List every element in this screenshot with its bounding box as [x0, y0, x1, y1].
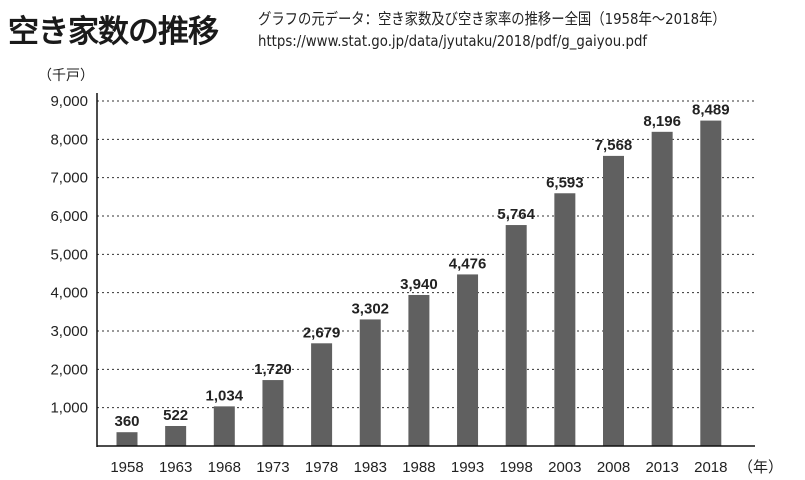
y-tick-label: 5,000 — [50, 246, 88, 263]
y-tick-label: 1,000 — [50, 400, 88, 417]
x-tick-label: 1973 — [256, 459, 289, 476]
data-label: 8,196 — [643, 113, 681, 130]
y-tick-label: 8,000 — [50, 131, 88, 148]
source-description: グラフの元データ：空き家数及び空き家率の推移ー全国（1958年〜2018年） — [258, 10, 726, 28]
bar-1958 — [116, 432, 138, 446]
chart-title: 空き家数の推移 — [8, 14, 219, 50]
bar-1973 — [262, 380, 284, 446]
x-tick-label: 1988 — [402, 459, 435, 476]
x-tick-label: 2013 — [645, 459, 678, 476]
data-label: 3,302 — [351, 300, 389, 317]
bar-1968 — [213, 406, 235, 446]
y-axis-unit-label: （千戸） — [38, 67, 94, 83]
x-tick-label: 1983 — [354, 459, 387, 476]
data-label: 4,476 — [449, 255, 487, 272]
bar-2018 — [700, 120, 722, 447]
data-label: 7,568 — [595, 137, 633, 154]
data-label: 3,940 — [400, 276, 438, 293]
x-tick-label: 1963 — [159, 459, 192, 476]
data-label: 5,764 — [497, 206, 535, 223]
bar-1983 — [359, 319, 381, 446]
y-tick-label: 3,000 — [50, 323, 88, 340]
x-axis-unit-label: （年） — [738, 459, 783, 476]
source-note: グラフの元データ：空き家数及び空き家率の推移ー全国（1958年〜2018年） h… — [258, 8, 726, 52]
bar-1963 — [165, 425, 187, 446]
y-tick-label: 6,000 — [50, 208, 88, 225]
y-tick-label: 7,000 — [50, 170, 88, 187]
y-tick-label: 9,000 — [50, 93, 88, 110]
x-tick-label: 2018 — [694, 459, 727, 476]
bar-2013 — [651, 131, 673, 446]
x-tick-label: 1998 — [500, 459, 533, 476]
source-url[interactable]: https://www.stat.go.jp/data/jyutaku/2018… — [258, 32, 648, 50]
bar-2008 — [603, 155, 624, 447]
x-tick-label: 1993 — [451, 459, 484, 476]
data-label: 522 — [163, 407, 188, 424]
data-label: 6,593 — [546, 174, 584, 191]
data-label: 360 — [114, 413, 139, 430]
x-tick-label: 2008 — [597, 459, 630, 476]
bar-1988 — [408, 294, 430, 446]
bar-1998 — [505, 225, 527, 446]
bar-2003 — [554, 193, 576, 446]
data-label: 8,489 — [692, 102, 730, 119]
data-label: 1,034 — [206, 387, 244, 404]
y-tick-label: 2,000 — [50, 361, 88, 378]
x-tick-label: 1968 — [208, 459, 241, 476]
y-tick-label: 4,000 — [50, 285, 88, 302]
data-label: 2,679 — [303, 324, 341, 341]
bar-1993 — [457, 274, 479, 446]
bar-1978 — [311, 343, 333, 446]
x-tick-label: 2003 — [548, 459, 581, 476]
x-tick-label: 1978 — [305, 459, 338, 476]
data-label: 1,720 — [254, 361, 292, 378]
x-tick-label: 1958 — [110, 459, 143, 476]
